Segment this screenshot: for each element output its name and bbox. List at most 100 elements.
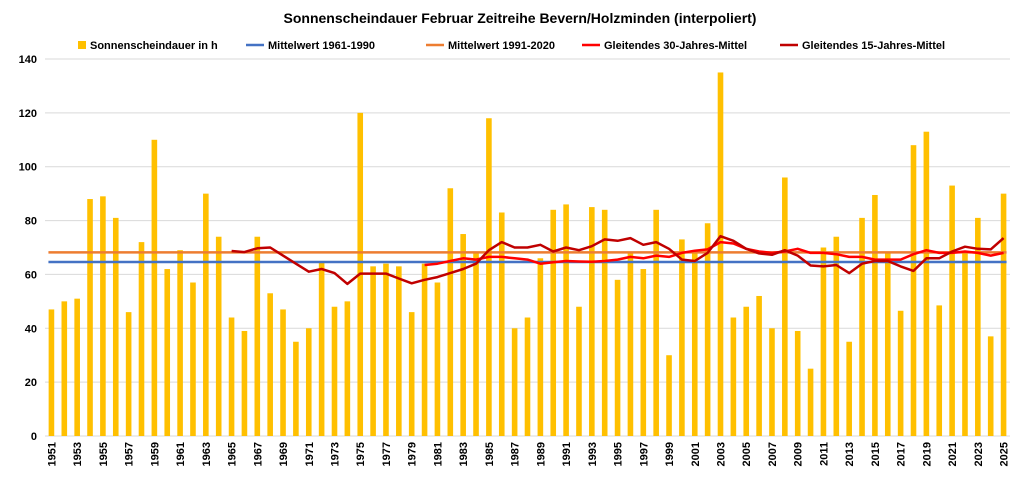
bar-2012 [833,236,840,436]
bar-2018 [910,145,917,436]
bar-2024 [987,336,994,436]
legend-item: Gleitendes 30-Jahres-Mittel [582,40,747,52]
bar-1961 [177,250,183,436]
bar-2016 [884,252,891,436]
x-tick-label: 1955 [98,442,110,466]
bar-2014 [859,217,865,436]
bar-1958 [138,242,145,436]
bar-1967 [254,236,261,436]
x-tick-label: 2015 [870,442,882,466]
legend-item: Mittelwert 1961-1990 [246,40,375,52]
y-tick-label: 120 [19,108,37,120]
bar-1999 [666,355,672,436]
y-tick-label: 0 [31,431,37,443]
bar-1995 [614,279,621,436]
y-tick-label: 100 [19,162,37,174]
bar-1954 [87,199,93,436]
bar-2021 [949,185,955,436]
bar-2011 [820,247,827,436]
x-tick-label: 1965 [227,442,239,466]
bar-1962 [190,282,196,436]
bar-2023 [975,217,981,436]
y-tick-label: 140 [19,54,37,66]
legend: Sonnenscheindauer in h Mittelwert 1961-19… [78,40,945,52]
x-tick-label: 1967 [252,442,264,466]
bar-1992 [576,306,582,436]
bar-1989 [537,258,544,436]
bar-1997 [640,269,647,436]
bar-1956 [112,217,119,436]
bar-1952 [61,301,68,436]
x-tick-label: 1985 [484,442,496,466]
x-tick-label: 1963 [201,442,213,466]
bar-1988 [524,317,531,436]
bar-2010 [807,368,814,436]
legend-item: Gleitendes 15-Jahres-Mittel [780,40,945,52]
bar-1973 [331,306,338,436]
bar-2007 [769,328,775,436]
bar-1983 [460,234,466,436]
bar-2006 [756,295,762,436]
x-tick-label: 1993 [587,442,599,466]
x-tick-label: 1979 [407,442,419,466]
y-tick-label: 60 [25,269,37,281]
bar-1976 [370,266,376,436]
x-tick-label: 1957 [124,442,136,466]
x-tick-label: 2013 [844,442,856,466]
bar-2009 [794,330,801,436]
x-axis: 1951 1953 1955 1957 1959 1961 1963 1965 1967 1969… [46,442,1010,466]
bar-1972 [318,260,325,436]
bar-2025 [1000,193,1007,436]
bar-1981 [434,282,441,436]
bar-1955 [100,196,106,436]
x-tick-label: 2021 [947,442,959,466]
x-tick-label: 1969 [278,442,290,466]
bar-1978 [396,266,402,436]
bar-2002 [704,223,711,436]
legend-item: Sonnenscheindauer in h [78,40,218,52]
x-tick-label: 2003 [716,442,728,466]
x-tick-label: 2011 [818,442,830,466]
bar-1985 [486,118,492,436]
x-tick-label: 2017 [896,442,908,466]
line-gleitendes-15-jahres-mittel [231,234,1005,286]
bar-1957 [125,312,132,436]
bar-1977 [383,263,389,436]
legend-label: Gleitendes 30-Jahres-Mittel [604,40,747,52]
bar-1971 [305,328,312,436]
bar-2019 [923,131,930,436]
bar-1960 [164,269,171,436]
bar-1993 [589,207,595,436]
x-tick-label: 1991 [561,442,573,466]
bar-1969 [280,309,286,436]
x-tick-label: 1953 [72,442,84,466]
x-tick-label: 2023 [973,442,985,466]
legend-item: Mittelwert 1991-2020 [426,40,555,52]
bar-1965 [228,317,235,436]
legend-swatch [78,41,86,49]
bar-2022 [962,252,968,436]
bar-1996 [627,252,634,436]
bar-1953 [74,298,80,436]
bar-2008 [782,177,788,436]
bar-2020 [936,305,943,436]
bar-1970 [293,341,299,436]
bar-2015 [872,194,878,436]
legend-label: Sonnenscheindauer in h [90,40,218,52]
x-tick-label: 2007 [767,442,779,466]
bar-2004 [730,317,737,436]
legend-label: Mittelwert 1991-2020 [448,40,555,52]
y-tick-label: 20 [25,377,37,389]
bar-1998 [653,209,659,436]
bar-2000 [679,239,685,436]
x-tick-label: 1959 [149,442,161,466]
bar-2017 [897,310,904,436]
x-tick-label: 2019 [921,442,933,466]
bar-1984 [473,252,479,436]
bar-1979 [408,312,415,436]
bar-2003 [717,72,724,436]
legend-label: Gleitendes 15-Jahres-Mittel [802,40,945,52]
x-tick-label: 1995 [613,442,625,466]
legend-label: Mittelwert 1961-1990 [268,40,375,52]
